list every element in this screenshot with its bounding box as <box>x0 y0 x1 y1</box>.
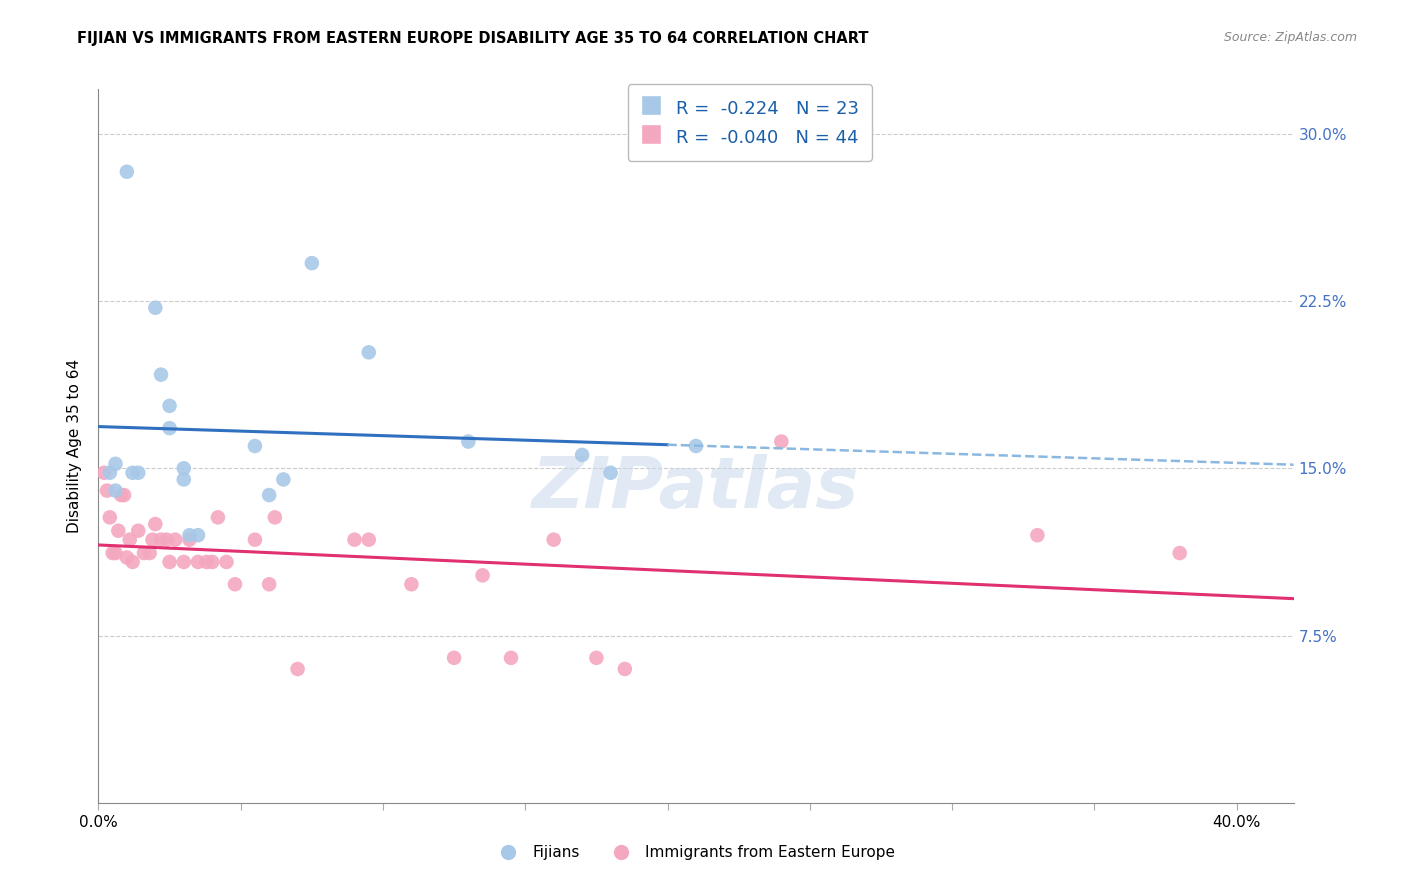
Point <box>770 434 793 449</box>
Point <box>543 533 565 547</box>
Point <box>1026 528 1049 542</box>
Point <box>138 546 160 560</box>
Point <box>104 457 127 471</box>
Y-axis label: Disability Age 35 to 64: Disability Age 35 to 64 <box>67 359 83 533</box>
Point <box>159 399 181 413</box>
Point <box>287 662 309 676</box>
Point <box>443 651 465 665</box>
Point <box>143 516 166 531</box>
Point <box>173 473 195 487</box>
Point <box>215 555 238 569</box>
Point <box>243 533 266 547</box>
Point <box>179 528 201 542</box>
Point <box>599 466 621 480</box>
Point <box>243 439 266 453</box>
Point <box>1168 546 1191 560</box>
Point <box>115 550 138 565</box>
Point <box>585 651 607 665</box>
Point <box>357 345 380 359</box>
Point <box>98 510 121 524</box>
Point <box>107 524 129 538</box>
Point <box>127 524 149 538</box>
Point <box>156 533 179 547</box>
Point <box>613 662 636 676</box>
Point <box>173 461 195 475</box>
Point <box>98 466 121 480</box>
Point <box>457 434 479 449</box>
Point <box>96 483 118 498</box>
Point <box>143 301 166 315</box>
Text: FIJIAN VS IMMIGRANTS FROM EASTERN EUROPE DISABILITY AGE 35 TO 64 CORRELATION CHA: FIJIAN VS IMMIGRANTS FROM EASTERN EUROPE… <box>77 31 869 46</box>
Point <box>499 651 522 665</box>
Point <box>187 528 209 542</box>
Point <box>118 533 141 547</box>
Text: Source: ZipAtlas.com: Source: ZipAtlas.com <box>1223 31 1357 45</box>
Point <box>121 466 143 480</box>
Point <box>273 473 295 487</box>
Point <box>343 533 366 547</box>
Point <box>301 256 323 270</box>
Point <box>187 555 209 569</box>
Point <box>141 533 163 547</box>
Point <box>357 533 380 547</box>
Point <box>201 555 224 569</box>
Point <box>173 555 195 569</box>
Point <box>685 439 707 453</box>
Point <box>207 510 229 524</box>
Point <box>401 577 423 591</box>
Point <box>150 533 173 547</box>
Point <box>195 555 218 569</box>
Point <box>571 448 593 462</box>
Point <box>150 368 173 382</box>
Point <box>110 488 132 502</box>
Point <box>263 510 285 524</box>
Point <box>257 488 280 502</box>
Point <box>93 466 115 480</box>
Point <box>132 546 155 560</box>
Point <box>179 533 201 547</box>
Point <box>257 577 280 591</box>
Point <box>121 555 143 569</box>
Point <box>104 483 127 498</box>
Legend: Fijians, Immigrants from Eastern Europe: Fijians, Immigrants from Eastern Europe <box>491 839 901 866</box>
Point <box>471 568 494 582</box>
Point <box>115 164 138 178</box>
Point <box>104 546 127 560</box>
Point <box>159 555 181 569</box>
Point <box>112 488 135 502</box>
Point <box>101 546 124 560</box>
Text: ZIPatlas: ZIPatlas <box>533 454 859 524</box>
Point <box>159 421 181 435</box>
Point <box>165 533 187 547</box>
Point <box>127 466 149 480</box>
Point <box>224 577 246 591</box>
